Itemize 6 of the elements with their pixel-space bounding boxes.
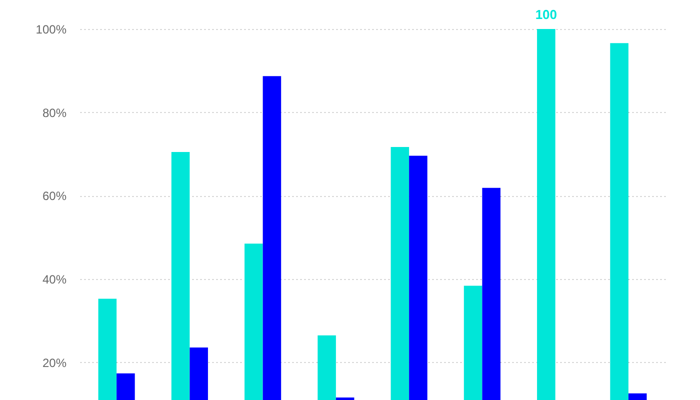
y-tick-label: 80% — [42, 106, 67, 120]
y-tick-label: 60% — [42, 189, 67, 204]
y-tick-label: 100% — [36, 22, 67, 36]
y-tick-label: 20% — [42, 356, 67, 370]
y-tick-label: 40% — [42, 272, 67, 287]
data-label: 100 — [535, 7, 558, 22]
